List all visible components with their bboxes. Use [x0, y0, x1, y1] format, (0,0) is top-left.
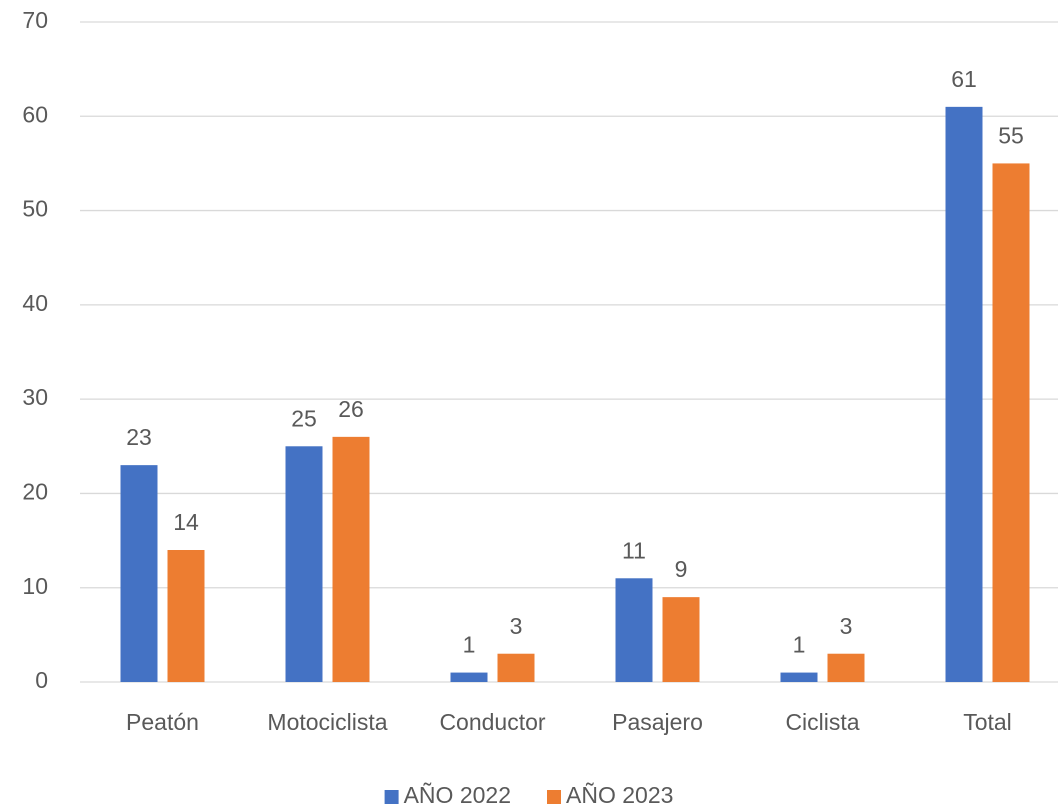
- data-label: 11: [622, 537, 646, 563]
- x-tick-label: Peatón: [126, 709, 199, 735]
- bar: [780, 672, 818, 682]
- legend-label: AÑO 2023: [566, 782, 673, 808]
- y-tick-label: 60: [22, 101, 48, 127]
- bar: [827, 653, 865, 682]
- y-tick-label: 30: [22, 384, 48, 410]
- y-tick-label: 70: [22, 7, 48, 33]
- bar: [332, 436, 370, 682]
- bar: [285, 446, 323, 682]
- data-label: 25: [291, 405, 317, 431]
- bar: [167, 550, 205, 682]
- y-tick-label: 0: [35, 667, 48, 693]
- y-tick-label: 40: [22, 290, 48, 316]
- data-label: 23: [126, 424, 152, 450]
- data-label: 1: [793, 632, 806, 658]
- data-label: 26: [338, 396, 364, 422]
- data-label: 1: [463, 632, 476, 658]
- data-label: 14: [173, 509, 199, 535]
- bar: [992, 163, 1030, 682]
- bar: [450, 672, 488, 682]
- bar: [615, 578, 653, 682]
- x-tick-label: Conductor: [439, 709, 545, 735]
- x-tick-label: Total: [963, 709, 1012, 735]
- legend-swatch: [384, 790, 399, 804]
- x-tick-label: Motociclista: [267, 709, 387, 735]
- y-tick-label: 10: [22, 573, 48, 599]
- x-tick-label: Ciclista: [785, 709, 859, 735]
- data-label: 3: [510, 613, 523, 639]
- legend-label: AÑO 2022: [404, 782, 511, 808]
- legend-swatch: [547, 790, 561, 804]
- bar: [945, 106, 983, 683]
- data-label: 61: [951, 66, 977, 92]
- data-label: 3: [840, 613, 853, 639]
- data-label: 9: [675, 556, 688, 582]
- bar: [662, 597, 700, 682]
- data-label: 55: [998, 123, 1024, 149]
- y-tick-label: 50: [22, 196, 48, 222]
- x-tick-label: Pasajero: [612, 709, 703, 735]
- y-tick-label: 20: [22, 479, 48, 505]
- bar: [120, 465, 158, 682]
- bar: [497, 653, 535, 682]
